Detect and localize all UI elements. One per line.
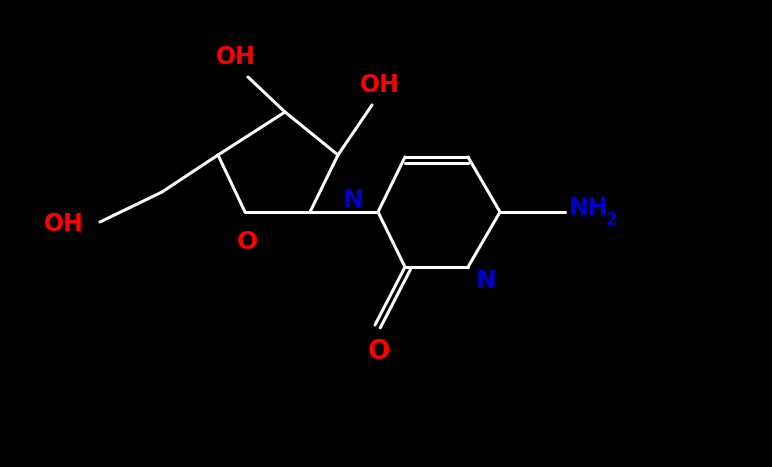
Text: N: N bbox=[476, 269, 497, 293]
Text: OH: OH bbox=[44, 212, 84, 236]
Text: N: N bbox=[343, 188, 364, 212]
Text: NH: NH bbox=[569, 196, 608, 220]
Text: O: O bbox=[367, 339, 391, 365]
Text: OH: OH bbox=[360, 73, 400, 97]
Text: O: O bbox=[236, 230, 258, 254]
Text: OH: OH bbox=[216, 45, 256, 69]
Text: 2: 2 bbox=[606, 211, 618, 229]
